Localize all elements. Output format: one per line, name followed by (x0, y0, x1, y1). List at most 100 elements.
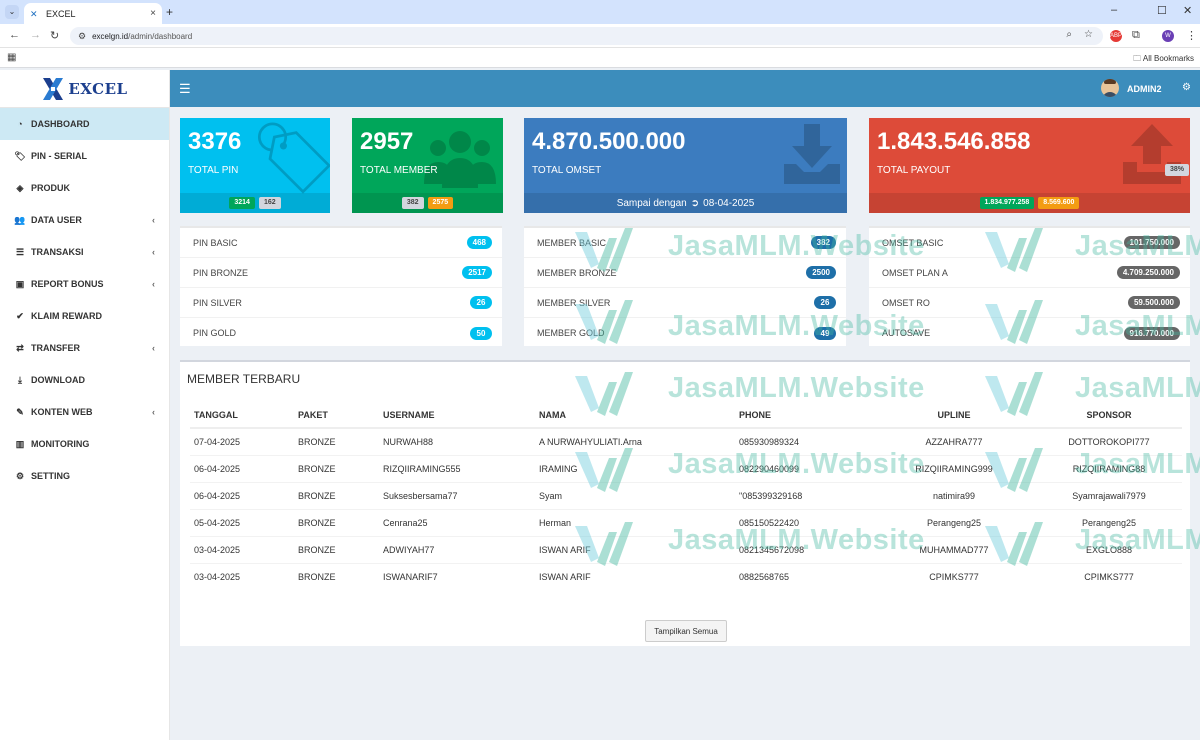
column-header-tanggal[interactable]: TANGGAL (190, 402, 294, 429)
cell-username: NURWAH88 (379, 427, 535, 455)
sidebar-item-pin-serial[interactable]: 🏷 PIN - SERIAL (0, 140, 169, 172)
forward-icon[interactable]: → (30, 29, 41, 41)
sidebar-item-transaksi[interactable]: ☰ TRANSAKSI ‹ (0, 236, 169, 268)
apps-grid-icon[interactable]: ▦ (7, 52, 17, 63)
cell-phone: 085150522420 (735, 508, 872, 536)
new-tab-icon[interactable]: + (166, 5, 174, 19)
sidebar-item-label: KONTEN WEB (31, 407, 93, 417)
cell-username: Cenrana25 (379, 508, 535, 536)
site-info-icon[interactable]: ⚙ (78, 30, 87, 41)
column-header-phone[interactable]: PHONE (735, 402, 872, 429)
list-item: MEMBER GOLD 49 (524, 318, 846, 348)
chevron-left-icon: ‹ (152, 279, 155, 289)
zoom-search-icon[interactable]: ⌕ (1066, 29, 1073, 40)
member-breakdown-list: MEMBER BASIC 382 MEMBER BRONZE 2500 MEMBER… (524, 226, 846, 346)
stat-badge: 162 (258, 197, 281, 209)
sidebar-item-monitoring[interactable]: ▥ MONITORING (0, 428, 169, 460)
list-item-count: 382 (810, 236, 836, 249)
minimize-icon[interactable]: – (1111, 4, 1118, 16)
sidebar-item-setting[interactable]: ⚙ SETTING (0, 460, 169, 492)
pin-breakdown-list: PIN BASIC 468 PIN BRONZE 2517 PIN SILVER 26… (180, 226, 502, 346)
bookmark-star-icon[interactable]: ☆ (1084, 29, 1093, 40)
sidebar-item-konten-web[interactable]: ✎ KONTEN WEB ‹ (0, 396, 169, 428)
profile-avatar[interactable]: W (1162, 30, 1174, 42)
extension-abp-icon[interactable]: ABP (1110, 30, 1122, 42)
sidebar-item-download[interactable]: ⤓ DOWNLOAD (0, 364, 169, 396)
arrow-circle-icon: ➲ (690, 197, 700, 209)
browser-tab[interactable]: ✕ EXCEL × (24, 3, 162, 24)
list-item-count: 49 (814, 326, 836, 340)
sidebar-item-label: SETTING (31, 471, 71, 481)
folder-icon: 🗀 (1133, 54, 1143, 63)
cell-sponsor: Syamrajawali7979 (1032, 481, 1182, 509)
list-item-count: 101.750.000 (1123, 236, 1180, 249)
column-header-sponsor[interactable]: SPONSOR (1032, 402, 1182, 429)
tab-close-icon[interactable]: × (150, 8, 156, 19)
sidebar-item-label: TRANSFER (31, 343, 80, 353)
cell-nama: Syam (535, 481, 735, 509)
sidebar-item-label: DATA USER (31, 215, 82, 225)
column-header-paket[interactable]: PAKET (294, 402, 379, 429)
cell-nama: Herman (535, 508, 735, 536)
stat-label: TOTAL MEMBER (360, 165, 438, 176)
address-toolbar: ← → ↻ ⚙ excelgn.id /admin/dashboard ⌕ ☆ … (0, 24, 1200, 48)
app-logo[interactable]: EXCEL (0, 70, 169, 108)
list-item-label: MEMBER SILVER (537, 297, 611, 308)
column-header-username[interactable]: USERNAME (379, 402, 535, 429)
cell-paket: BRONZE (294, 454, 379, 482)
all-bookmarks-link[interactable]: 🗀 All Bookmarks (1133, 53, 1194, 67)
table-row: 06-04-2025 BRONZE RIZQIIRAMING555 IRAMING 08… (190, 454, 1182, 482)
cell-nama: IRAMING (535, 454, 735, 482)
column-header-upline[interactable]: UPLINE (872, 402, 1032, 429)
column-header-nama[interactable]: NAMA (535, 402, 735, 429)
sidebar-item-data-user[interactable]: 👥 DATA USER ‹ (0, 204, 169, 236)
browser-menu-icon[interactable]: ⋮ (1186, 30, 1197, 42)
hamburger-menu-icon[interactable]: ☰ (179, 81, 191, 96)
header-username[interactable]: ADMIN2 (1127, 84, 1162, 94)
settings-gear-icon[interactable]: ⚙ (1182, 82, 1191, 93)
sidebar-item-dashboard[interactable]: ◔ DASHBOARD (0, 108, 169, 140)
url-bar[interactable]: ⚙ excelgn.id /admin/dashboard ⌕ ☆ (70, 27, 1103, 45)
sidebar-item-transfer[interactable]: ⇄ TRANSFER ‹ (0, 332, 169, 364)
stat-badge: 8.569.600 (1038, 197, 1080, 209)
cell-tanggal: 06-04-2025 (190, 481, 294, 509)
reload-icon[interactable]: ↻ (50, 30, 60, 42)
list-item-label: OMSET PLAN A (882, 267, 948, 278)
users-icon: 👥 (14, 214, 26, 225)
list-item-label: AUTOSAVE (882, 328, 931, 338)
tab-title: EXCEL (46, 8, 76, 19)
cell-nama: A NURWAHYULIATI.Arna (535, 427, 735, 455)
list-item-label: MEMBER BRONZE (537, 267, 617, 278)
table-row: 03-04-2025 BRONZE ISWANARIF7 ISWAN ARIF 0882… (190, 562, 1182, 590)
show-all-button[interactable]: Tampilkan Semua (645, 620, 727, 642)
list-item: MEMBER SILVER 26 (524, 288, 846, 318)
url-path: /admin/dashboard (128, 31, 193, 41)
sidebar-item-klaim-reward[interactable]: ✔ KLAIM REWARD (0, 300, 169, 332)
list-item-label: OMSET RO (882, 297, 930, 308)
list-item: PIN BASIC 468 (180, 228, 502, 258)
maximize-icon[interactable]: ☐ (1157, 5, 1167, 17)
cell-paket: BRONZE (294, 508, 379, 536)
all-bookmarks-label: All Bookmarks (1142, 54, 1194, 63)
user-avatar[interactable] (1101, 79, 1119, 97)
list-item-count: 26 (814, 296, 836, 309)
sidebar-item-report-bonus[interactable]: ▣ REPORT BONUS ‹ (0, 268, 169, 300)
sidebar-item-produk[interactable]: ◈ PRODUK (0, 172, 169, 204)
extensions-icon[interactable]: ⧉ (1132, 29, 1140, 41)
list-item: PIN GOLD 50 (180, 318, 502, 348)
close-window-icon[interactable]: ✕ (1183, 5, 1193, 17)
list-item: PIN SILVER 26 (180, 288, 502, 318)
logo-text: EXCEL (68, 79, 128, 98)
back-icon[interactable]: ← (9, 29, 20, 41)
cogs-icon: ⚙ (15, 470, 25, 481)
list-item-label: MEMBER GOLD (537, 328, 605, 338)
edit-icon: ✎ (16, 406, 24, 417)
list-item: OMSET PLAN A 4.709.250.000 (869, 258, 1190, 288)
cell-paket: BRONZE (294, 427, 379, 455)
tags-icon: 🏷 (250, 119, 330, 197)
money-icon: ▣ (15, 278, 25, 289)
tab-search-icon[interactable]: ⌄ (5, 5, 19, 19)
stat-footer: 1.834.977.258 8.569.600 (869, 193, 1190, 213)
cell-upline: natimira99 (872, 481, 1032, 509)
favicon-icon: ✕ (30, 8, 38, 19)
